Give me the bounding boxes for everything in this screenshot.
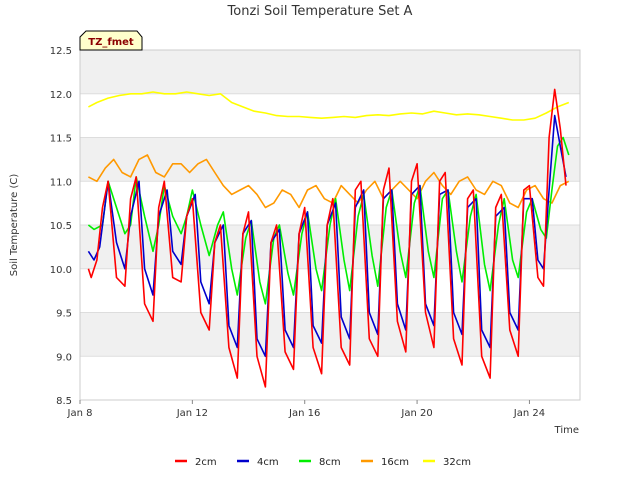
- y-tick-labels: 8.5 9.0 9.5 10.0 10.5 11.0 11.5 12.0 12.5: [50, 46, 72, 407]
- y-axis-label: Soil Temperature (C): [9, 174, 20, 277]
- y-tick-label: 11.5: [50, 134, 72, 145]
- x-tick-label: Jan 20: [400, 408, 432, 419]
- y-tick-label: 12.0: [50, 90, 72, 101]
- plot-frame: [79, 49, 581, 401]
- station-badge-label: TZ_fmet: [88, 37, 134, 48]
- series-line-32cm: [88, 91, 570, 121]
- plot-band: [80, 312, 580, 357]
- legend: 2cm 4cm 8cm 16cm 32cm: [175, 457, 471, 468]
- chart-title: Tonzi Soil Temperature Set A: [227, 4, 413, 19]
- x-axis-label: Time: [554, 425, 579, 436]
- legend-label-8cm: 8cm: [319, 457, 341, 468]
- x-tick-labels: Jan 8 Jan 12 Jan 16 Jan 20 Jan 24: [67, 400, 545, 419]
- y-tick-label: 12.5: [50, 46, 72, 57]
- legend-label-4cm: 4cm: [257, 457, 279, 468]
- y-tick-label: 10.0: [50, 265, 72, 276]
- y-tick-label: 9.5: [56, 309, 72, 320]
- x-tick-label: Jan 8: [67, 408, 93, 419]
- legend-label-2cm: 2cm: [195, 457, 217, 468]
- plot-band: [80, 225, 580, 269]
- station-badge: TZ_fmet: [79, 30, 143, 51]
- legend-label-32cm: 32cm: [443, 457, 471, 468]
- x-tick-label: Jan 16: [288, 408, 320, 419]
- y-tick-label: 9.0: [56, 352, 72, 363]
- legend-label-16cm: 16cm: [381, 457, 409, 468]
- plot-band: [80, 50, 580, 94]
- y-tick-label: 10.5: [50, 221, 72, 232]
- plot-band: [80, 137, 580, 182]
- plot-bands: [80, 50, 580, 357]
- y-tick-label: 8.5: [56, 396, 72, 407]
- x-tick-label: Jan 24: [513, 408, 545, 419]
- series-line-2cm: [87, 88, 567, 388]
- series-line-16cm: [88, 154, 570, 209]
- y-tick-label: 11.0: [50, 177, 72, 188]
- x-tick-label: Jan 12: [176, 408, 208, 419]
- series-layer: [87, 88, 570, 388]
